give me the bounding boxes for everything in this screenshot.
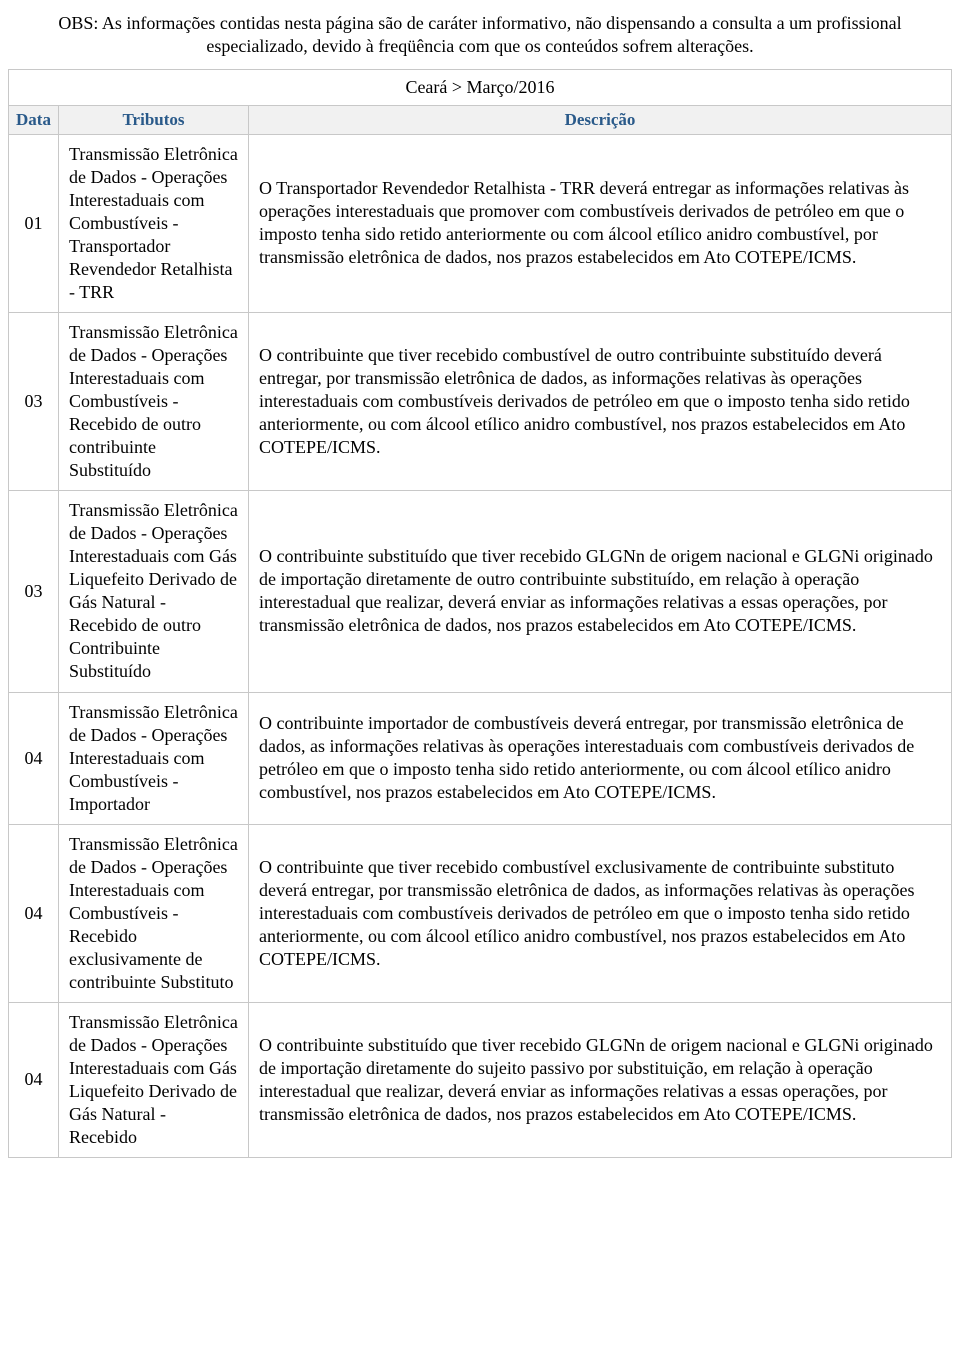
cell-tributo: Transmissão Eletrônica de Dados - Operaç…: [59, 824, 249, 1002]
cell-data: 04: [9, 1002, 59, 1157]
obs-note: OBS: As informações contidas nesta págin…: [48, 12, 912, 59]
cell-data: 03: [9, 313, 59, 491]
cell-descricao: O Transportador Revendedor Retalhista - …: [249, 134, 952, 312]
cell-descricao: O contribuinte substituído que tiver rec…: [249, 491, 952, 692]
cell-tributo: Transmissão Eletrônica de Dados - Operaç…: [59, 313, 249, 491]
table-row: 01 Transmissão Eletrônica de Dados - Ope…: [9, 134, 952, 312]
header-row: Data Tributos Descrição: [9, 105, 952, 134]
cell-tributo: Transmissão Eletrônica de Dados - Operaç…: [59, 134, 249, 312]
cell-descricao: O contribuinte que tiver recebido combus…: [249, 313, 952, 491]
table-row: 04 Transmissão Eletrônica de Dados - Ope…: [9, 824, 952, 1002]
cell-tributo: Transmissão Eletrônica de Dados - Operaç…: [59, 692, 249, 824]
cell-descricao: O contribuinte importador de combustívei…: [249, 692, 952, 824]
breadcrumb-row: Ceará > Março/2016: [9, 69, 952, 105]
table-row: 04 Transmissão Eletrônica de Dados - Ope…: [9, 692, 952, 824]
cell-data: 04: [9, 824, 59, 1002]
cell-data: 03: [9, 491, 59, 692]
cell-data: 04: [9, 692, 59, 824]
cell-tributo: Transmissão Eletrônica de Dados - Operaç…: [59, 491, 249, 692]
table-row: 03 Transmissão Eletrônica de Dados - Ope…: [9, 313, 952, 491]
table-row: 04 Transmissão Eletrônica de Dados - Ope…: [9, 1002, 952, 1157]
col-header-data: Data: [9, 105, 59, 134]
col-header-descricao: Descrição: [249, 105, 952, 134]
cell-descricao: O contribuinte substituído que tiver rec…: [249, 1002, 952, 1157]
tax-calendar-table: Ceará > Março/2016 Data Tributos Descriç…: [8, 69, 952, 1158]
cell-tributo: Transmissão Eletrônica de Dados - Operaç…: [59, 1002, 249, 1157]
breadcrumb: Ceará > Março/2016: [9, 69, 952, 105]
col-header-tributos: Tributos: [59, 105, 249, 134]
table-row: 03 Transmissão Eletrônica de Dados - Ope…: [9, 491, 952, 692]
cell-descricao: O contribuinte que tiver recebido combus…: [249, 824, 952, 1002]
cell-data: 01: [9, 134, 59, 312]
